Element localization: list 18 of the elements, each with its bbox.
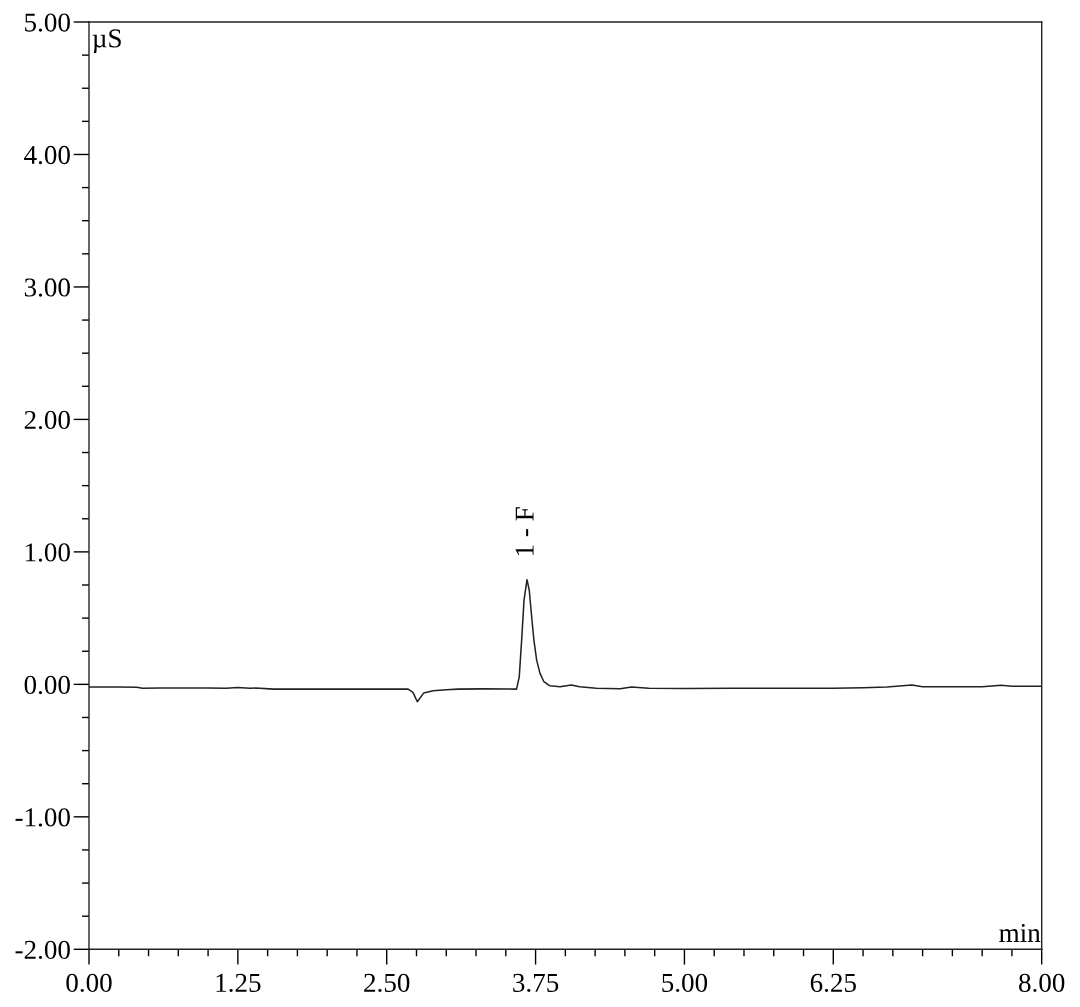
x-tick-label: 0.00	[66, 973, 112, 993]
x-tick-label: 8.00	[1019, 973, 1065, 993]
x-tick-label: 3.75	[513, 973, 559, 993]
x-tick-label: 6.25	[810, 973, 856, 993]
x-tick-label: 5.00	[662, 973, 708, 993]
annotation: 1 - F	[515, 507, 534, 556]
x-tick-label: 2.50	[364, 973, 410, 993]
y-tick-label: 1.00	[25, 543, 70, 562]
y-axis-title: µS	[92, 29, 121, 54]
y-tick-label: 5.00	[25, 13, 70, 32]
y-tick-label: -1.00	[15, 808, 70, 827]
x-tick-label: 1.25	[216, 973, 261, 993]
y-tick-label: -2.00	[15, 940, 70, 960]
y-tick-label: 3.00	[24, 278, 70, 297]
y-tick-label: 2.00	[24, 410, 70, 430]
y-tick-label: 4.00	[24, 145, 70, 165]
x-axis-title: min	[999, 923, 1041, 942]
y-tick-label: 0.00	[24, 675, 70, 695]
